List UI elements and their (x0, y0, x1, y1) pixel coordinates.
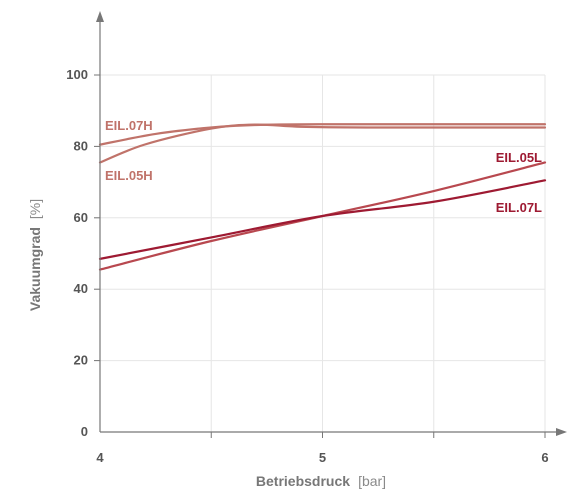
y-axis-title: Vakuumgrad (27, 227, 43, 311)
y-axis-label: Vakuumgrad [%] (27, 199, 44, 311)
x-tick-label-6: 6 (541, 450, 548, 465)
tick-labels: 0 20 40 60 80 100 4 5 6 (66, 67, 548, 465)
x-tick-label-5: 5 (319, 450, 326, 465)
y-axis-arrow-icon (96, 11, 104, 22)
series-lines (98, 123, 547, 271)
y-tick-label-20: 20 (74, 353, 88, 368)
x-axis-title: Betriebsdruck (256, 473, 350, 489)
y-axis-unit: [%] (27, 199, 43, 219)
y-tick-label-40: 40 (74, 281, 88, 296)
x-tick-label-4: 4 (96, 450, 104, 465)
x-axis-label: Betriebsdruck [bar] (256, 473, 386, 490)
series-label-eil05h: EIL.05H (105, 168, 153, 183)
grid (94, 74, 546, 432)
series-label-eil07l: EIL.07L (496, 200, 542, 215)
series-label-eil07h: EIL.07H (105, 118, 153, 133)
y-tick-label-0: 0 (81, 424, 88, 439)
axes (94, 11, 567, 438)
y-tick-label-80: 80 (74, 138, 88, 153)
x-axis-unit: [bar] (358, 473, 386, 489)
x-axis-arrow-icon (556, 428, 567, 436)
series-line-eil07l (98, 179, 547, 260)
y-tick-label-100: 100 (66, 67, 88, 82)
y-tick-label-60: 60 (74, 210, 88, 225)
series-line-eil05h (98, 123, 547, 164)
series-label-eil05l: EIL.05L (496, 150, 542, 165)
